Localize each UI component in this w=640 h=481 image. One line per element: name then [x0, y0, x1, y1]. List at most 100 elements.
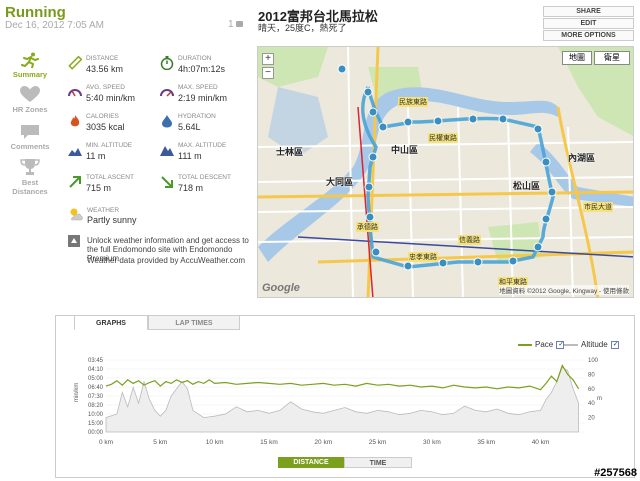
stat-label: TOTAL ASCENT	[86, 174, 134, 181]
speech-bubble-icon	[21, 125, 39, 139]
satellite-view-button[interactable]: 衛星	[594, 51, 630, 65]
street-label: 民族東路	[398, 97, 428, 107]
stat-label: HYDRATION	[178, 113, 216, 120]
workout-note: 晴天，25度C，熱死了	[258, 23, 347, 33]
speedometer-max-icon	[160, 89, 174, 97]
sidebar-item-summary[interactable]: Summary	[4, 52, 56, 79]
district-label: 內湖區	[568, 153, 596, 163]
pace-swatch	[518, 343, 532, 346]
y-right-tick-label: 20	[588, 416, 595, 422]
sidebar-item-best-distances[interactable]: Best Distances	[4, 158, 56, 196]
y-right-axis-label: m	[597, 396, 602, 402]
stat-value: 718 m	[178, 183, 204, 193]
y-left-tick-label: 15:00	[88, 421, 104, 427]
arrow-down-right-icon	[161, 176, 173, 188]
pace-altitude-chart: 03:45 04:10 05:00 06:40 07:30 08:20 10:00 15:00…	[74, 358, 602, 446]
comment-count[interactable]: 1	[228, 19, 243, 30]
district-label: 大同區	[326, 177, 354, 187]
y-left-tick-label: 05:00	[88, 376, 104, 382]
street-label: 承德路	[356, 222, 379, 232]
x-axis-time-button[interactable]: TIME	[344, 457, 412, 468]
y-left-tick-label: 04:10	[88, 367, 104, 373]
district-label: 士林區	[276, 147, 304, 157]
stat-label: CALORIES	[86, 113, 119, 120]
stat-label: MIN. ALTITUDE	[86, 142, 133, 149]
premium-info-icon	[68, 235, 80, 247]
legend-altitude[interactable]: Altitude	[564, 340, 619, 349]
x-axis-distance-button[interactable]: DISTANCE	[278, 457, 344, 468]
weather-value: Partly sunny	[87, 215, 137, 225]
map-copyright[interactable]: 地圖資料 ©2012 Google, Kingway - 使用條款	[499, 285, 629, 295]
x-tick-label: 25 km	[369, 439, 387, 446]
sidebar-item-label: Comments	[10, 142, 50, 151]
sidebar-item-label: Best Distances	[12, 178, 48, 196]
y-left-axis-label: min/km	[74, 383, 80, 402]
street-label: 和平東路	[498, 277, 528, 287]
altitude-series-line	[105, 366, 580, 433]
street-label: 民權東路	[428, 133, 458, 143]
x-tick-label: 5 km	[153, 439, 167, 446]
stat-value: 3035 kcal	[86, 122, 125, 132]
altitude-swatch	[564, 343, 578, 346]
stat-label: DISTANCE	[86, 55, 119, 62]
y-right-tick-label: 60	[588, 387, 595, 393]
x-tick-label: 30 km	[423, 439, 441, 446]
x-tick-label: 35 km	[477, 439, 495, 446]
pace-series-line	[105, 363, 580, 391]
y-left-tick-label: 06:40	[88, 385, 104, 391]
ruler-icon	[68, 56, 82, 70]
mountain-high-icon	[160, 146, 174, 156]
workout-date: Dec 16, 2012 7:05 AM	[5, 20, 104, 31]
runner-icon	[21, 52, 39, 68]
zoom-in-button[interactable]: +	[262, 53, 274, 65]
flame-icon	[70, 115, 80, 127]
x-tick-label: 10 km	[206, 439, 224, 446]
stat-label: MAX. ALTITUDE	[178, 142, 227, 149]
sidebar-item-label: Summary	[12, 70, 48, 79]
y-left-tick-label: 10:00	[88, 412, 104, 418]
street-label: 信義路	[458, 235, 481, 245]
tab-lap-times[interactable]: LAP TIMES	[148, 315, 240, 330]
stat-label: DURATION	[178, 55, 212, 62]
pace-checkbox[interactable]	[556, 340, 565, 349]
stat-value: 43.56 km	[86, 64, 124, 74]
sidebar-item-hr-zones[interactable]: HR Zones	[4, 86, 56, 114]
street-label: 忠孝東路	[408, 252, 438, 262]
x-tick-label: 40 km	[532, 439, 550, 446]
premium-unlock-text[interactable]: Unlock weather information and get acces…	[87, 236, 249, 263]
map-view-button[interactable]: 地圖	[562, 51, 592, 65]
y-right-tick-label: 40	[588, 401, 595, 407]
x-tick-label: 20 km	[314, 439, 332, 446]
more-options-button[interactable]: MORE OPTIONS	[543, 30, 634, 41]
stat-value: 111 m	[178, 151, 202, 161]
sidebar-item-label: HR Zones	[12, 105, 48, 114]
stat-value: 715 m	[86, 183, 112, 193]
stat-value: 2:19 min/km	[178, 93, 228, 103]
water-drop-icon	[162, 115, 172, 128]
y-left-tick-label: 07:30	[88, 394, 104, 400]
sidebar-item-comments[interactable]: Comments	[4, 124, 56, 151]
stat-label: MAX. SPEED	[178, 84, 218, 91]
legend-pace[interactable]: Pace	[518, 340, 565, 349]
x-tick-label: 15 km	[260, 439, 278, 446]
graph-panel: GRAPHS LAP TIMES Pace Altitude 03:45 04:1…	[55, 315, 635, 478]
share-button[interactable]: SHARE	[543, 6, 634, 17]
edit-button[interactable]: EDIT	[543, 18, 634, 29]
altitude-checkbox[interactable]	[610, 340, 619, 349]
district-label: 中山區	[391, 145, 419, 155]
x-tick-label: 0 km	[99, 439, 113, 446]
tab-graphs[interactable]: GRAPHS	[74, 315, 148, 330]
stat-label: TOTAL DESCENT	[178, 174, 231, 181]
route-map[interactable]: 士林區 中山區 大同區 松山區 內湖區 民族東路 民權東路 市民大道 忠孝東路 …	[257, 46, 634, 298]
stat-value: 11 m	[86, 151, 106, 161]
y-right-tick-label: 100	[588, 358, 599, 364]
heart-icon	[20, 86, 40, 102]
stat-value: 5:40 min/km	[86, 93, 136, 103]
comment-icon	[235, 21, 243, 27]
zoom-out-button[interactable]: −	[262, 67, 274, 79]
weather-label: WEATHER	[87, 207, 120, 214]
legend-label: Pace	[535, 340, 554, 349]
speedometer-icon	[68, 89, 82, 97]
y-right-tick-label: 80	[588, 372, 595, 378]
comment-count-value: 1	[228, 19, 234, 30]
